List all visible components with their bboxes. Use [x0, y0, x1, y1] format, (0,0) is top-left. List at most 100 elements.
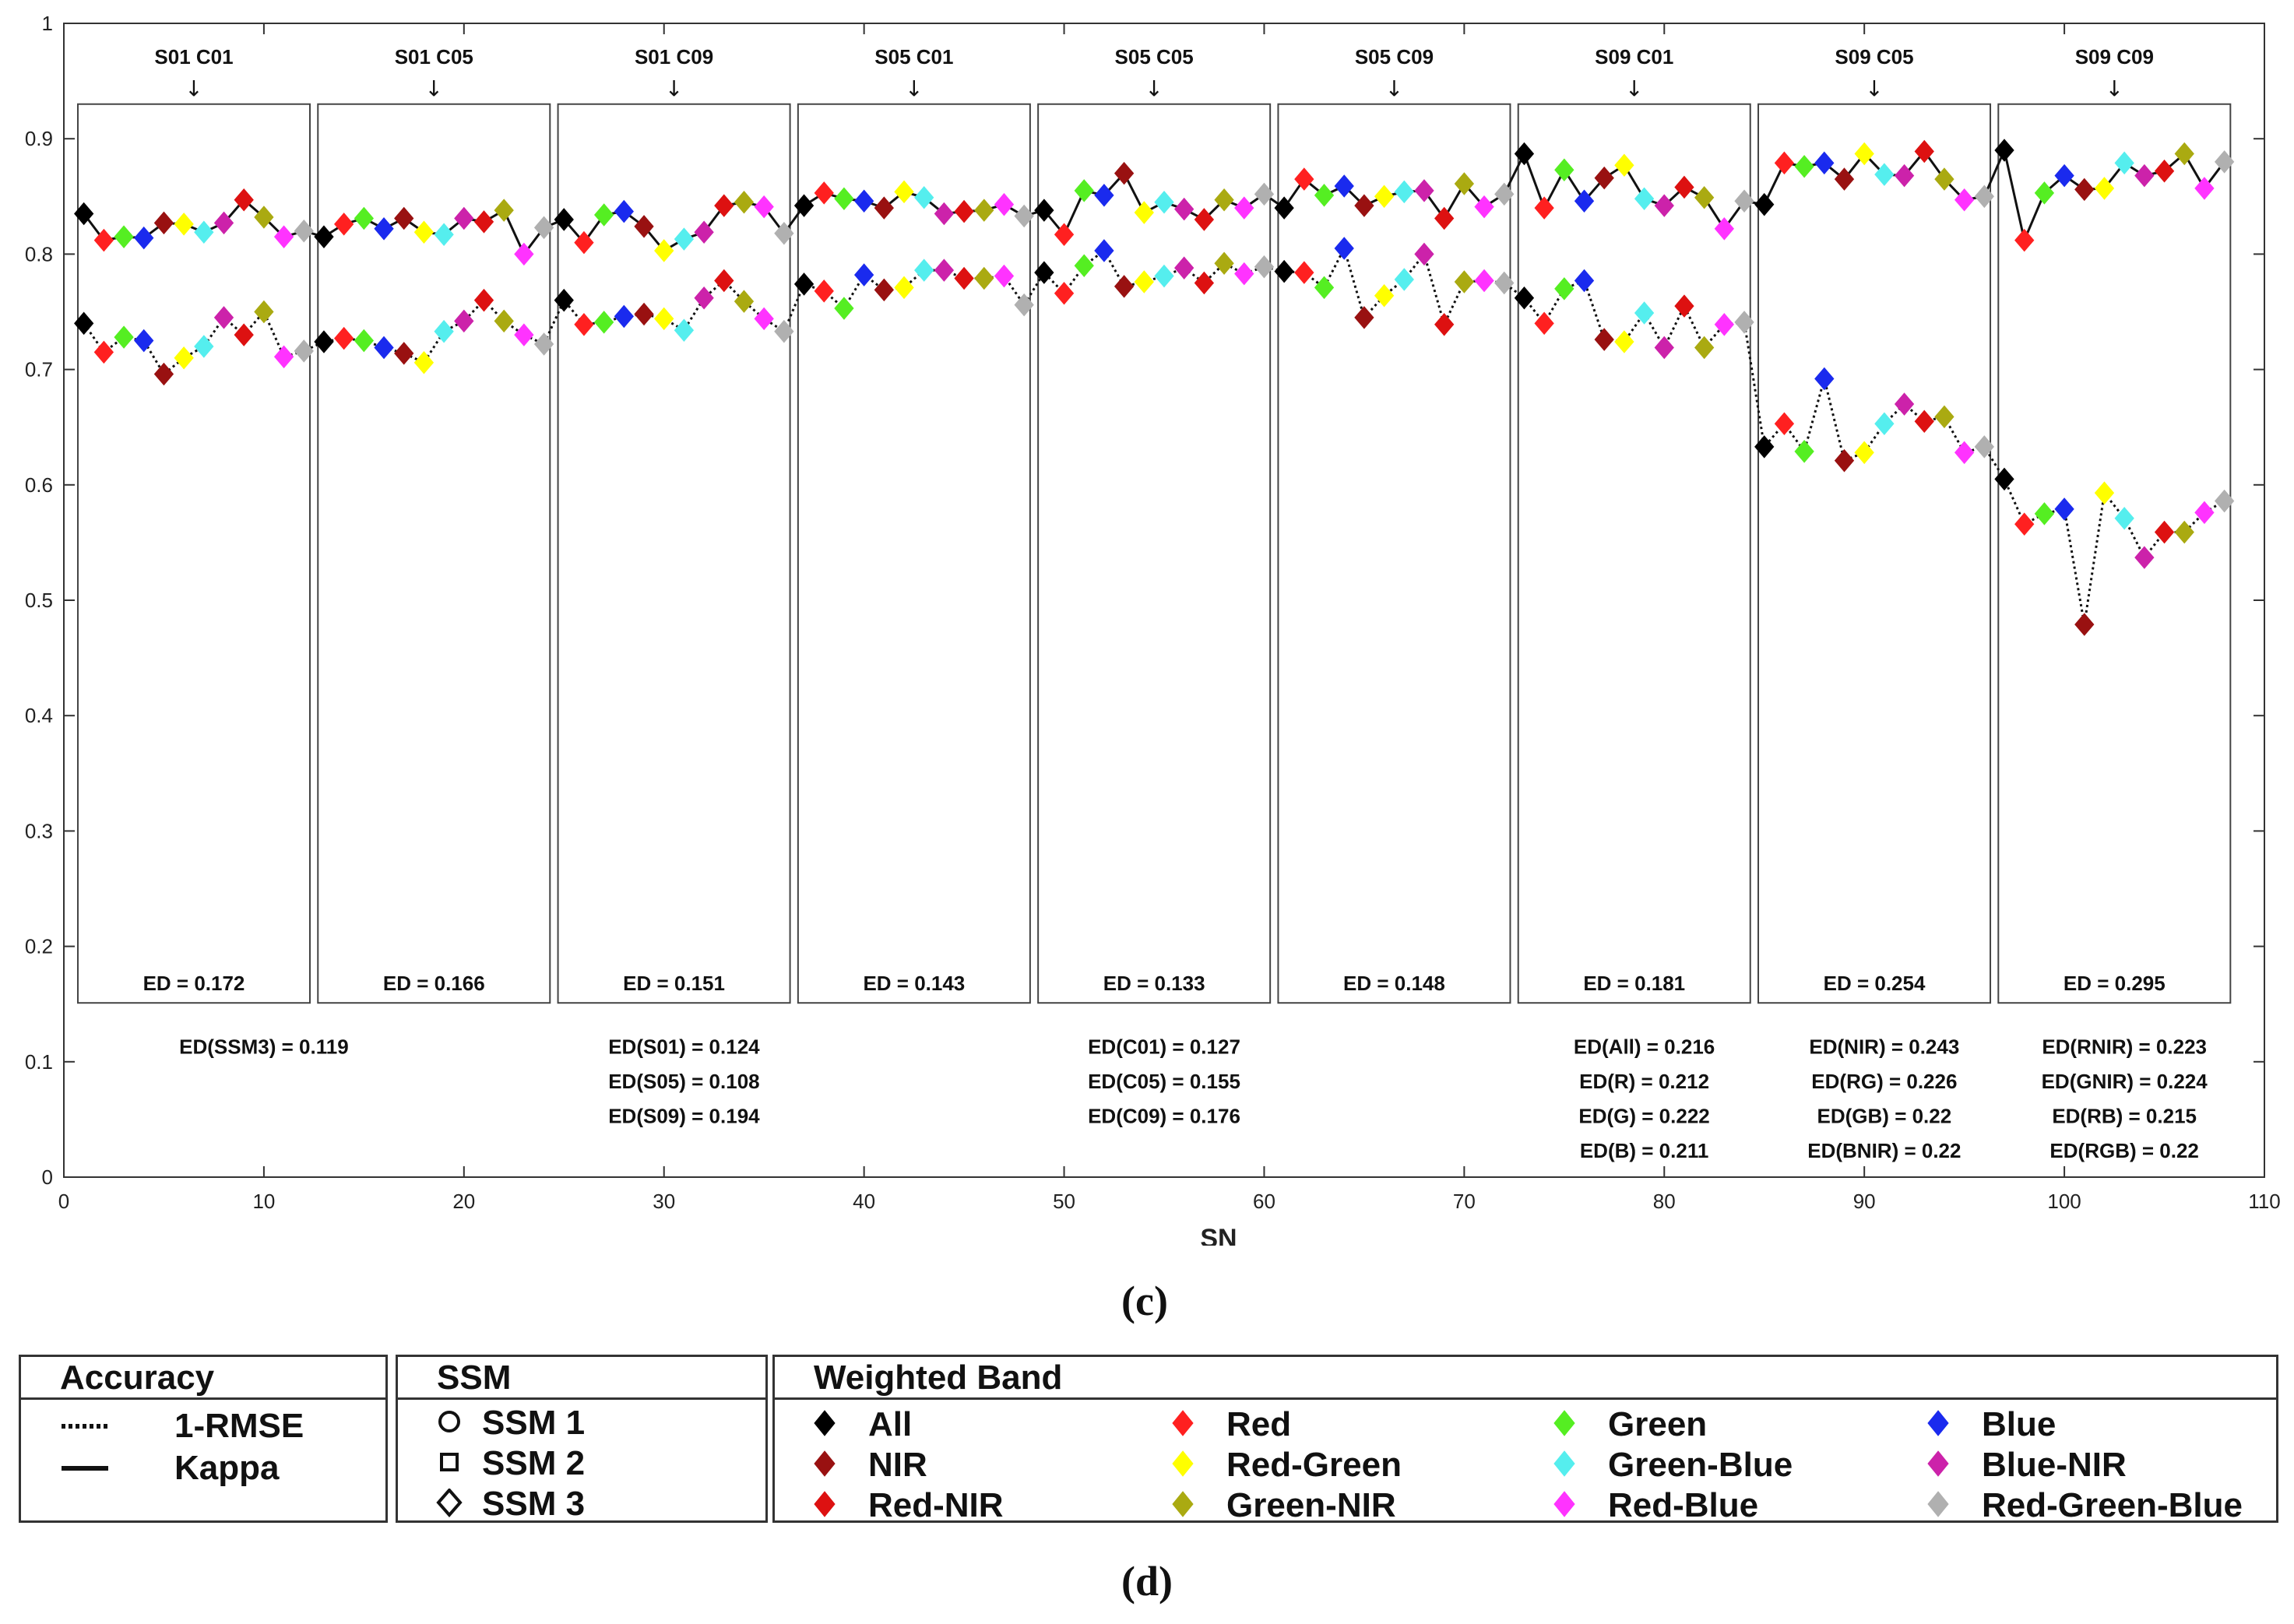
data-point: [2054, 163, 2074, 188]
ed-annotation: ED(RB) = 0.215: [2052, 1104, 2197, 1127]
data-point: [1374, 185, 1395, 209]
data-point: [1294, 261, 1314, 284]
group-arrow: ↓: [2106, 76, 2123, 101]
data-point: [334, 326, 354, 350]
data-point: [1814, 367, 1835, 391]
data-point: [2014, 512, 2035, 536]
data-point: [1214, 188, 1234, 212]
y-tick-label: 0.1: [25, 1050, 53, 1074]
data-point: [1274, 259, 1294, 283]
data-point: [2174, 142, 2194, 166]
data-point: [1394, 268, 1414, 291]
data-point: [1494, 271, 1515, 295]
ed-annotation: ED(NIR) = 0.243: [1809, 1035, 1959, 1058]
data-point: [1954, 188, 1975, 212]
data-point: [614, 304, 635, 329]
diamond-marker-icon: [1553, 1491, 1575, 1517]
data-point: [1314, 276, 1335, 300]
group-arrow: ↓: [1625, 76, 1643, 101]
data-point: [2194, 501, 2215, 525]
data-point: [934, 258, 955, 282]
data-point: [1694, 186, 1715, 209]
legend-accuracy: Accuracy 1-RMSE Kappa: [19, 1355, 388, 1523]
data-point: [1714, 313, 1735, 336]
data-point: [314, 330, 334, 353]
data-point: [1874, 163, 1895, 186]
group-ed-value: ED = 0.143: [863, 972, 965, 995]
data-point: [1334, 237, 1354, 260]
data-point: [2214, 150, 2235, 174]
data-point: [174, 213, 194, 236]
legend-item-label: NIR: [868, 1446, 927, 1484]
data-point: [2114, 507, 2134, 530]
data-point: [2154, 520, 2175, 544]
data-point: [1614, 153, 1634, 178]
data-point: [1094, 239, 1114, 262]
data-point: [1754, 192, 1775, 216]
data-point: [273, 345, 294, 369]
data-point: [1874, 412, 1895, 436]
group-ed-value: ED = 0.295: [2064, 972, 2166, 995]
data-point: [514, 242, 534, 266]
legend-item-label: Red-Blue: [1608, 1486, 1759, 1524]
data-point: [894, 276, 914, 300]
x-tick-label: 0: [58, 1190, 69, 1213]
group-label: S09 C05: [1835, 45, 1913, 69]
diamond-marker-icon: [814, 1491, 836, 1517]
legend-ssm: SSM SSM 1 SSM 2 SSM 3: [396, 1355, 768, 1523]
data-point: [1414, 179, 1434, 202]
data-point: [434, 223, 454, 246]
diamond-marker-icon: [814, 1450, 836, 1477]
data-point: [874, 278, 894, 302]
data-point: [994, 264, 1015, 288]
data-point: [213, 306, 234, 329]
data-point: [853, 189, 874, 213]
ed-annotation: ED(R) = 0.212: [1579, 1070, 1709, 1093]
data-point: [413, 350, 435, 374]
x-tick-label: 60: [1253, 1190, 1275, 1213]
data-point: [1734, 189, 1754, 213]
data-point: [2054, 497, 2074, 521]
data-point: [1934, 405, 1954, 429]
data-point: [2094, 481, 2115, 504]
data-point: [774, 319, 794, 343]
data-point: [1814, 151, 1835, 175]
data-point: [254, 300, 274, 324]
data-point: [1374, 283, 1395, 308]
group-label: S01 C09: [635, 45, 713, 69]
data-point: [1514, 142, 1535, 166]
data-point: [1254, 182, 1275, 206]
data-point: [1994, 139, 2014, 162]
data-point: [914, 186, 934, 209]
diamond-marker-icon: [1927, 1491, 1949, 1517]
data-point: [814, 279, 834, 303]
diamond-marker-icon: [1172, 1450, 1194, 1477]
data-point: [1834, 448, 1855, 473]
data-point: [2134, 163, 2155, 188]
data-point: [2074, 613, 2095, 636]
data-point: [234, 323, 254, 346]
data-point: [1014, 293, 1034, 317]
panel-label-d: (d): [1121, 1558, 1173, 1605]
legend-item-label: Blue: [1982, 1405, 2057, 1443]
diamond-marker-icon: [1172, 1491, 1194, 1517]
data-point: [434, 319, 454, 343]
data-point: [574, 230, 594, 255]
ed-annotation: ED(C09) = 0.176: [1088, 1104, 1240, 1127]
data-point: [974, 199, 994, 222]
data-point: [774, 221, 794, 245]
data-point: [2214, 489, 2235, 513]
data-point: [793, 194, 815, 217]
data-point: [2094, 177, 2115, 200]
y-tick-label: 0.9: [25, 127, 53, 150]
legend-accuracy-title: Accuracy: [21, 1357, 385, 1400]
group-label: S09 C01: [1595, 45, 1673, 69]
data-point: [974, 266, 994, 290]
data-point: [674, 318, 695, 342]
data-point: [1054, 282, 1075, 305]
data-point: [194, 335, 214, 358]
data-point: [374, 336, 394, 360]
data-point: [394, 342, 414, 365]
data-point: [1674, 175, 1694, 199]
data-point: [1014, 204, 1034, 228]
